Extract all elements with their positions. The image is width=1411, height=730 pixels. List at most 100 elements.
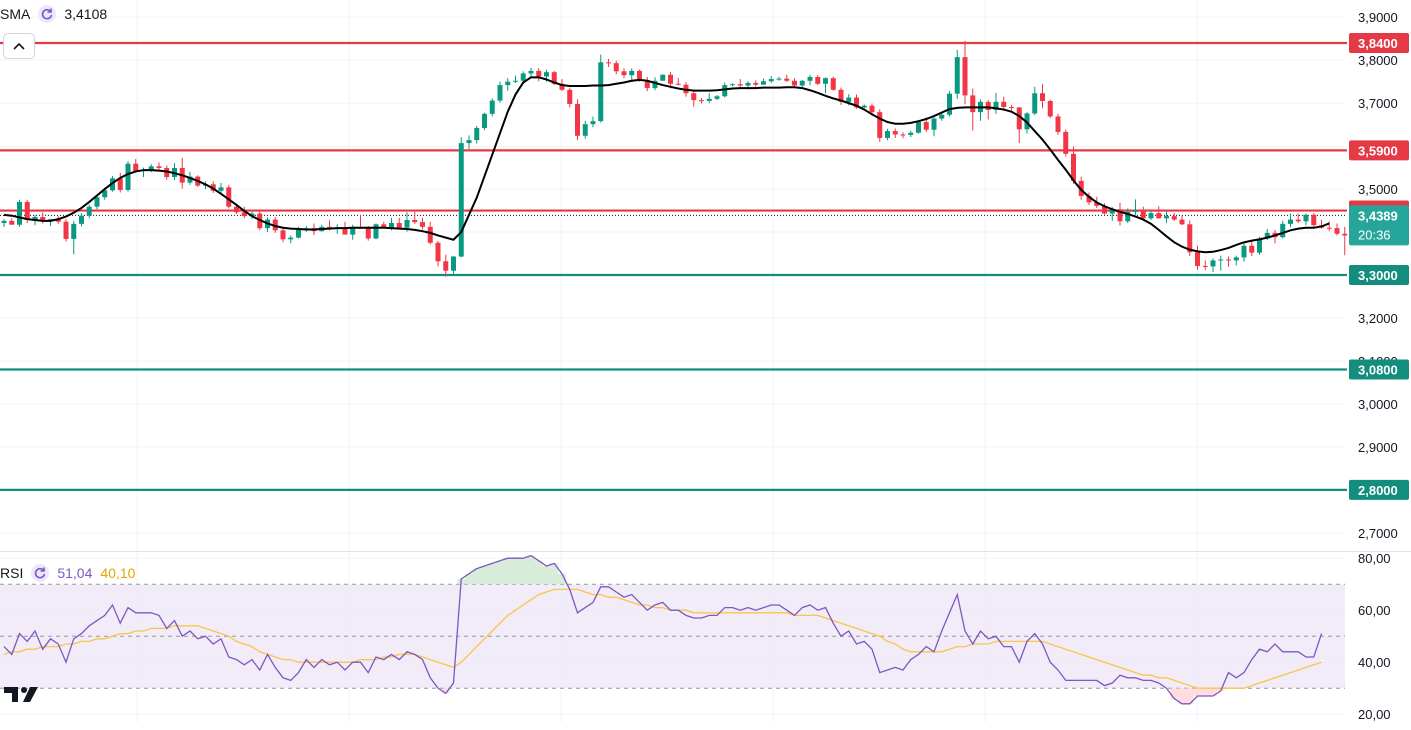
candle xyxy=(1,219,7,227)
candle-body xyxy=(1032,93,1038,114)
candle-body xyxy=(1040,93,1045,101)
candle-body xyxy=(32,216,38,220)
candle-body xyxy=(1140,210,1146,219)
candle-body xyxy=(505,81,511,86)
candle-body xyxy=(280,230,286,240)
candle xyxy=(1179,215,1185,226)
rsi-tick-label: 20,00 xyxy=(1358,707,1391,722)
candle-body xyxy=(350,227,356,235)
candle-body xyxy=(1295,219,1301,222)
rsi-legend[interactable]: RSI 51,04 40,10 xyxy=(0,564,135,582)
candle-body xyxy=(1334,228,1340,234)
candle-body xyxy=(1326,227,1332,229)
candle-body xyxy=(365,228,371,239)
rsi-value: 51,04 xyxy=(57,565,93,581)
rsi-ma-line xyxy=(3,588,1322,689)
candle xyxy=(396,217,402,230)
candle xyxy=(1288,213,1293,228)
candle-body xyxy=(226,187,232,207)
candle xyxy=(768,76,774,83)
level-label-box xyxy=(1349,265,1409,285)
candle-body xyxy=(1,220,7,224)
price-tick-label: 3,5000 xyxy=(1358,182,1398,197)
candle xyxy=(730,83,735,87)
candle-body xyxy=(559,83,565,90)
candle xyxy=(737,79,743,88)
candle xyxy=(241,206,247,219)
candle-body xyxy=(993,101,999,110)
candle-body xyxy=(71,223,77,239)
candle-body xyxy=(544,72,549,77)
candle-body xyxy=(241,212,247,217)
candle xyxy=(117,172,123,193)
rsi-axis[interactable]: 80,00 60,00 40,00 20,00 xyxy=(1358,551,1391,722)
candle-body xyxy=(482,113,487,129)
candle xyxy=(497,81,503,103)
candle xyxy=(489,98,495,117)
candle-body xyxy=(1179,219,1185,225)
candle-body xyxy=(939,114,945,119)
candle-body xyxy=(1195,252,1200,266)
level-label-support: 3,3000 xyxy=(1358,268,1398,283)
candle xyxy=(644,76,650,92)
candle-body xyxy=(1125,211,1131,222)
candle xyxy=(776,76,782,81)
candle xyxy=(1148,210,1154,220)
candle xyxy=(1226,256,1231,267)
level-label-box xyxy=(1349,32,1409,53)
candle xyxy=(482,112,487,131)
candle-body xyxy=(1187,224,1193,253)
candle xyxy=(1040,84,1045,109)
candle xyxy=(1063,129,1069,157)
candle xyxy=(443,254,449,277)
refresh-icon[interactable] xyxy=(38,5,57,23)
level-label-box xyxy=(1349,359,1409,380)
candle xyxy=(218,183,224,193)
candle xyxy=(1055,113,1061,135)
candle-body xyxy=(954,57,960,94)
candle-body xyxy=(1218,259,1224,261)
candle xyxy=(823,77,828,94)
candle-body xyxy=(784,78,790,81)
candle-body xyxy=(520,73,526,81)
countdown-label: 20:36 xyxy=(1358,227,1391,242)
candle-body xyxy=(768,79,774,82)
candle xyxy=(71,220,77,255)
sma-legend[interactable]: SMA 3,4108 xyxy=(0,5,107,23)
level-label-box xyxy=(1349,479,1409,500)
candle-body xyxy=(148,166,154,171)
candle-body xyxy=(218,187,224,191)
sma-line-layer xyxy=(3,76,1330,254)
candle-body xyxy=(1094,202,1100,206)
candle-body xyxy=(296,229,301,238)
candle-body xyxy=(40,216,46,222)
collapse-legend-button[interactable] xyxy=(3,33,35,59)
candle xyxy=(660,74,666,81)
candle-body xyxy=(1257,238,1262,253)
candle-body xyxy=(1164,216,1169,219)
candle-body xyxy=(1047,100,1053,117)
candle-body xyxy=(1288,219,1293,224)
candle-body xyxy=(1171,216,1177,220)
candle xyxy=(606,58,611,68)
candle xyxy=(420,217,425,230)
candle-body xyxy=(1055,116,1061,132)
refresh-icon[interactable] xyxy=(31,564,50,582)
candle xyxy=(1342,226,1348,256)
candle-body xyxy=(652,80,658,89)
candle-body xyxy=(838,89,844,102)
tradingview-logo-icon[interactable] xyxy=(4,684,44,709)
level-labels: 3,84003,59003,45003,30003,08002,80003,43… xyxy=(1349,32,1409,500)
candle-body xyxy=(156,166,162,169)
candle xyxy=(1218,255,1224,271)
candle-body xyxy=(970,95,976,113)
candle xyxy=(714,94,720,101)
candle xyxy=(1071,146,1076,184)
candle xyxy=(962,40,968,105)
candle-body xyxy=(1071,153,1076,181)
level-label-box xyxy=(1349,140,1409,161)
candle-body xyxy=(745,82,751,86)
candle xyxy=(451,256,456,275)
candle-body xyxy=(675,83,681,85)
